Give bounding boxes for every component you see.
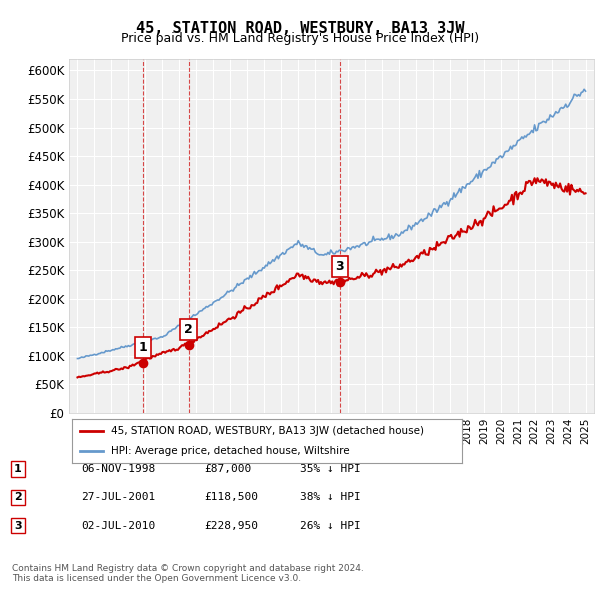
Text: 3: 3: [14, 521, 22, 530]
Text: 38% ↓ HPI: 38% ↓ HPI: [300, 493, 361, 502]
Text: 27-JUL-2001: 27-JUL-2001: [81, 493, 155, 502]
Text: 02-JUL-2010: 02-JUL-2010: [81, 521, 155, 530]
Text: 35% ↓ HPI: 35% ↓ HPI: [300, 464, 361, 474]
Text: HPI: Average price, detached house, Wiltshire: HPI: Average price, detached house, Wilt…: [111, 446, 350, 455]
Text: 06-NOV-1998: 06-NOV-1998: [81, 464, 155, 474]
Text: 3: 3: [335, 260, 344, 273]
Text: 2: 2: [184, 323, 193, 336]
Text: £87,000: £87,000: [204, 464, 251, 474]
Text: £228,950: £228,950: [204, 521, 258, 530]
Text: 45, STATION ROAD, WESTBURY, BA13 3JW (detached house): 45, STATION ROAD, WESTBURY, BA13 3JW (de…: [111, 427, 424, 436]
Text: Contains HM Land Registry data © Crown copyright and database right 2024.
This d: Contains HM Land Registry data © Crown c…: [12, 563, 364, 583]
Text: 2: 2: [14, 493, 22, 502]
Text: 45, STATION ROAD, WESTBURY, BA13 3JW: 45, STATION ROAD, WESTBURY, BA13 3JW: [136, 21, 464, 35]
Text: 26% ↓ HPI: 26% ↓ HPI: [300, 521, 361, 530]
Text: 1: 1: [14, 464, 22, 474]
Text: 1: 1: [138, 341, 147, 354]
Text: Price paid vs. HM Land Registry's House Price Index (HPI): Price paid vs. HM Land Registry's House …: [121, 32, 479, 45]
Text: £118,500: £118,500: [204, 493, 258, 502]
